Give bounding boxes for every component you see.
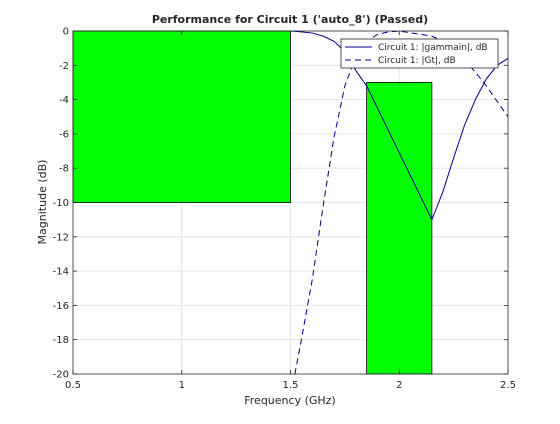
y-tick-label-7: -14 xyxy=(53,267,69,278)
x-axis-ticks: 0.5 1 1.5 2 2.5 xyxy=(65,31,516,391)
spec-regions xyxy=(72,30,433,375)
y-tick-label-4: -8 xyxy=(59,164,69,175)
y-tick-label-0: 0 xyxy=(63,27,69,38)
x-tick-label-2: 1.5 xyxy=(283,380,299,391)
y-tick-label-9: -18 xyxy=(53,335,69,346)
y-axis-ticks: 0 -2 -4 -6 -8 -10 -12 -14 -16 -18 -20 xyxy=(53,27,508,381)
spec-region-2 xyxy=(366,82,433,375)
spec-region-1 xyxy=(72,30,291,203)
y-tick-label-10: -20 xyxy=(53,370,69,381)
y-tick-label-8: -16 xyxy=(53,301,69,312)
y-axis-label: Magnitude (dB) xyxy=(36,160,49,245)
legend: Circuit 1: |gammain|, dB Circuit 1: |Gt|… xyxy=(340,38,499,69)
legend-label-gt: Circuit 1: |Gt|, dB xyxy=(378,56,456,66)
x-tick-label-1: 1 xyxy=(179,380,185,391)
x-tick-label-4: 2.5 xyxy=(500,380,516,391)
y-tick-label-3: -6 xyxy=(59,129,69,140)
y-tick-label-5: -10 xyxy=(53,198,69,209)
chart-title: Performance for Circuit 1 ('auto_8') (Pa… xyxy=(152,13,428,26)
x-tick-label-3: 2 xyxy=(396,380,402,391)
x-tick-label-0: 0.5 xyxy=(65,380,81,391)
legend-box xyxy=(340,38,499,69)
y-tick-label-1: -2 xyxy=(59,61,69,72)
x-axis-label: Frequency (GHz) xyxy=(244,394,335,407)
y-tick-label-2: -4 xyxy=(59,95,69,106)
legend-label-gammain: Circuit 1: |gammain|, dB xyxy=(378,43,488,53)
y-tick-label-6: -12 xyxy=(53,232,69,243)
series-line-gammain xyxy=(290,31,508,221)
